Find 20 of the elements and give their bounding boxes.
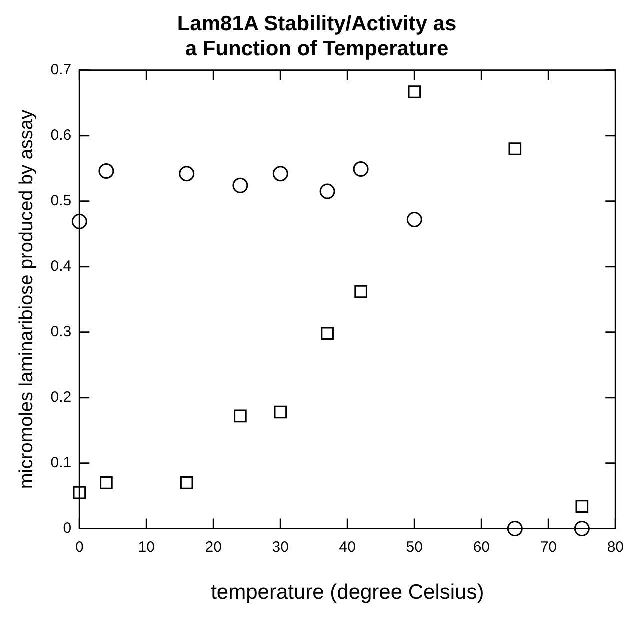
x-tick-label: 20 (205, 538, 222, 556)
y-tick-label: 0.4 (50, 258, 72, 275)
y-tick-label: 0.6 (50, 127, 72, 144)
x-tick-label: 60 (473, 538, 490, 556)
y-tick-label: 0.2 (50, 388, 72, 406)
x-tick-label: 10 (138, 538, 155, 556)
x-tick-label: 70 (540, 538, 557, 556)
x-tick-label: 80 (607, 538, 624, 556)
x-tick-label: 0 (75, 538, 84, 556)
y-axis-title: micromoles laminaribiose produced by assay (16, 110, 38, 490)
y-tick-label: 0.1 (50, 454, 72, 472)
x-tick-label: 30 (272, 538, 289, 556)
y-tick-label: 0.7 (50, 62, 72, 79)
x-tick-label: 50 (406, 538, 423, 556)
y-tick-label: 0 (63, 520, 72, 537)
x-axis-title: temperature (degree Celsius) (211, 581, 484, 604)
y-tick-label: 0.5 (50, 192, 72, 210)
x-tick-label: 40 (339, 538, 356, 556)
chart-title: Lam81A Stability/Activity as a Function of Temperature (177, 12, 457, 61)
y-tick-label: 0.3 (50, 323, 72, 340)
